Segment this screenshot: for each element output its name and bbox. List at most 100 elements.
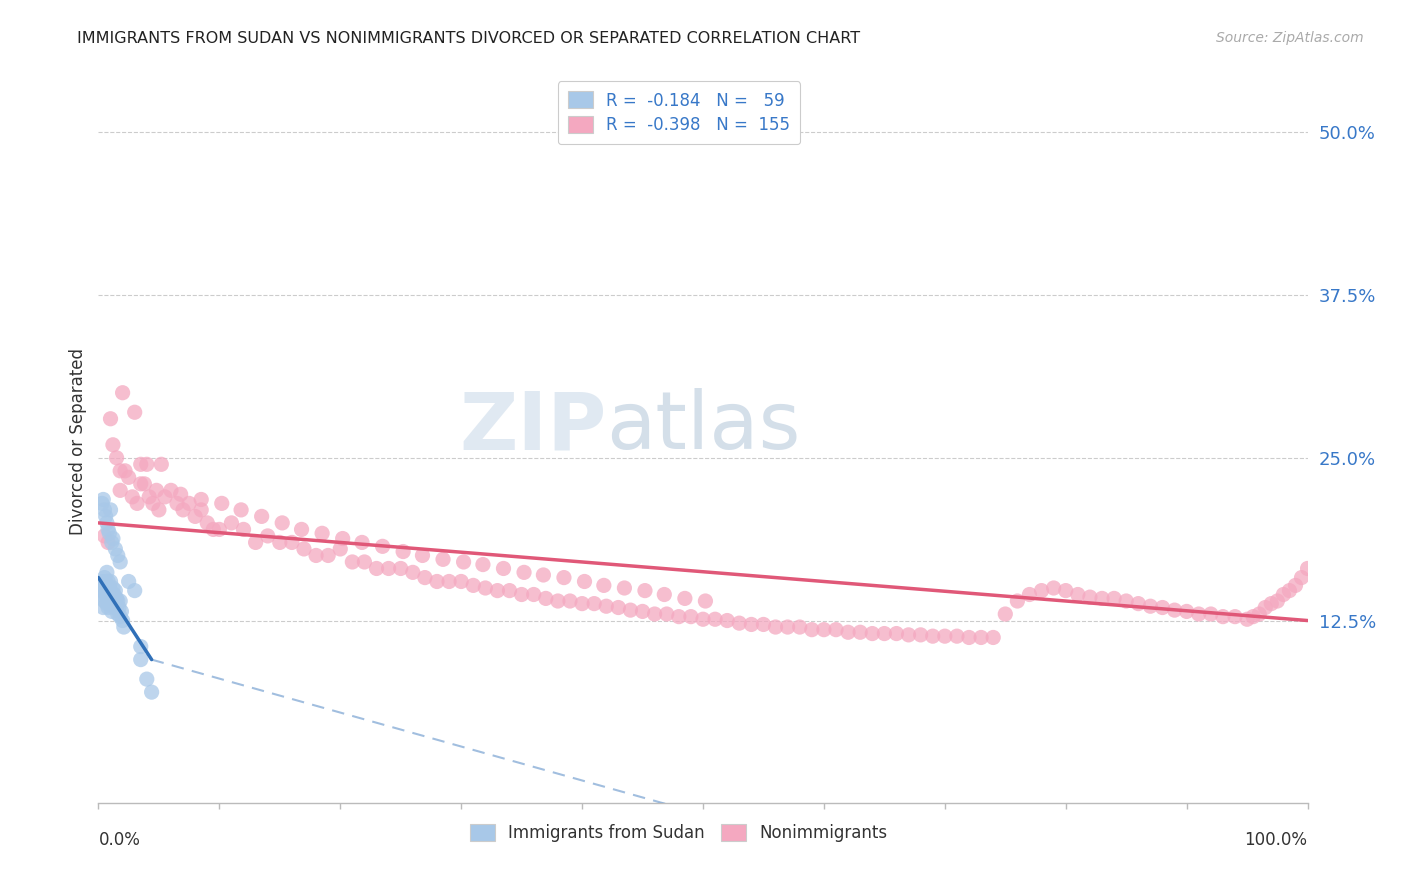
Point [94, 509, 117, 524]
Point [957, 631, 980, 645]
Point [329, 541, 352, 556]
Point [453, 555, 475, 569]
Point [592, 578, 614, 592]
Point [160, 483, 183, 498]
Point [652, 587, 675, 601]
Point [342, 555, 364, 569]
Point [1296, 561, 1319, 575]
Point [129, 476, 152, 491]
Point [668, 609, 690, 624]
Point [634, 583, 657, 598]
Point [1241, 609, 1264, 624]
Point [129, 640, 152, 654]
Y-axis label: Divorced or Separated: Divorced or Separated [69, 348, 87, 535]
Point [98, 581, 121, 595]
Point [91, 574, 114, 589]
Point [93, 594, 115, 608]
Point [673, 591, 696, 606]
Point [716, 614, 738, 628]
Point [141, 685, 163, 699]
Point [1128, 597, 1150, 611]
Point [1054, 583, 1077, 598]
Point [765, 620, 787, 634]
Point [1278, 583, 1301, 598]
Point [107, 607, 129, 621]
Point [432, 552, 454, 566]
Point [208, 523, 231, 537]
Point [105, 600, 128, 615]
Point [97, 600, 120, 615]
Point [837, 625, 859, 640]
Point [100, 411, 122, 425]
Point [96, 566, 118, 580]
Point [134, 476, 156, 491]
Point [613, 581, 636, 595]
Point [1223, 609, 1246, 624]
Point [513, 566, 536, 580]
Point [776, 620, 799, 634]
Point [413, 571, 436, 585]
Point [800, 623, 823, 637]
Point [190, 503, 212, 517]
Point [553, 571, 575, 585]
Point [135, 458, 157, 472]
Point [1163, 603, 1185, 617]
Point [110, 604, 132, 618]
Point [692, 612, 714, 626]
Point [523, 587, 546, 601]
Point [111, 385, 134, 400]
Point [1284, 578, 1306, 592]
Point [138, 490, 160, 504]
Point [1091, 591, 1114, 606]
Point [100, 583, 122, 598]
Point [93, 503, 115, 517]
Point [153, 490, 176, 504]
Point [644, 607, 666, 621]
Point [1199, 607, 1222, 621]
Text: 100.0%: 100.0% [1244, 831, 1308, 849]
Point [471, 558, 494, 572]
Point [107, 594, 129, 608]
Point [179, 496, 201, 510]
Point [98, 597, 121, 611]
Point [679, 609, 702, 624]
Point [91, 492, 114, 507]
Point [100, 503, 122, 517]
Point [195, 516, 218, 530]
Point [886, 626, 908, 640]
Point [371, 539, 394, 553]
Point [124, 405, 146, 419]
Point [377, 561, 399, 575]
Point [1115, 594, 1137, 608]
Point [631, 604, 654, 618]
Point [100, 535, 122, 549]
Point [97, 587, 120, 601]
Point [498, 583, 520, 598]
Point [96, 516, 118, 530]
Text: IMMIGRANTS FROM SUDAN VS NONIMMIGRANTS DIVORCED OR SEPARATED CORRELATION CHART: IMMIGRANTS FROM SUDAN VS NONIMMIGRANTS D… [77, 31, 860, 46]
Point [1031, 583, 1053, 598]
Point [91, 496, 114, 510]
Point [450, 574, 472, 589]
Point [127, 496, 149, 510]
Point [1260, 597, 1282, 611]
Point [108, 600, 131, 615]
Point [184, 509, 207, 524]
Point [91, 583, 114, 598]
Point [172, 503, 194, 517]
Point [350, 535, 373, 549]
Point [93, 529, 115, 543]
Text: 0.0%: 0.0% [98, 831, 141, 849]
Point [1249, 607, 1271, 621]
Point [97, 535, 120, 549]
Point [574, 574, 596, 589]
Point [114, 464, 136, 478]
Point [91, 600, 114, 615]
Point [981, 631, 1004, 645]
Point [91, 578, 114, 592]
Point [96, 583, 118, 598]
Point [392, 544, 415, 558]
Point [98, 591, 121, 606]
Point [100, 587, 122, 601]
Point [910, 628, 932, 642]
